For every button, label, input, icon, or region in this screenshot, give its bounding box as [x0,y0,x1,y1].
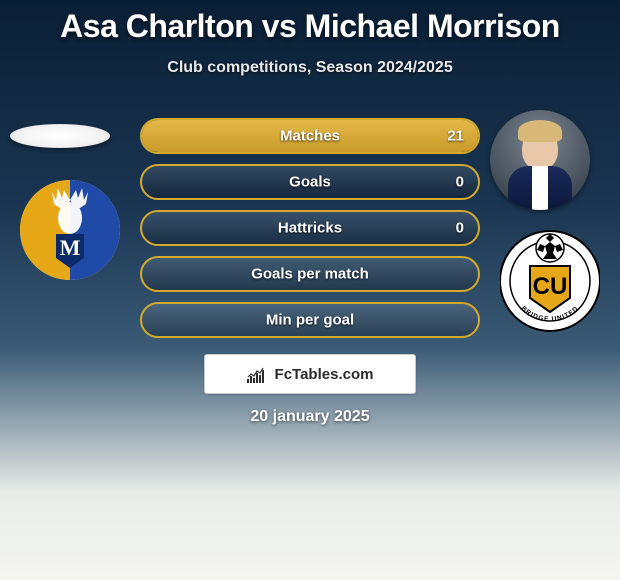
stat-label: Goals [142,174,478,191]
stat-value-right: 21 [447,128,464,145]
stat-label: Matches [142,128,478,145]
player-left-photo [10,124,110,148]
player-right-kit-stripe [532,166,548,210]
stats-container: Matches 21 Goals 0 Hattricks 0 Goals per… [140,118,480,348]
player-right-hair [518,120,562,142]
stat-row-matches: Matches 21 [140,118,480,154]
page-title: Asa Charlton vs Michael Morrison [0,0,620,45]
stat-row-min-per-goal: Min per goal [140,302,480,338]
stat-label: Goals per match [142,266,478,283]
stat-value-right: 0 [456,174,464,191]
stat-label: Min per goal [142,312,478,329]
player-right-photo [490,110,590,210]
brand-text: FcTables.com [275,366,374,383]
page-subtitle: Club competitions, Season 2024/2025 [0,59,620,77]
club-crest-right: BRIDGE UNITED CU [500,226,600,336]
svg-text:M: M [60,235,81,260]
date-label: 20 january 2025 [0,408,620,426]
stat-value-right: 0 [456,220,464,237]
club-crest-left: M [20,178,120,282]
stat-label: Hattricks [142,220,478,237]
stat-row-goals: Goals 0 [140,164,480,200]
bar-chart-icon [247,365,269,383]
brand-badge: FcTables.com [204,354,416,394]
svg-text:CU: CU [533,273,568,300]
stat-row-hattricks: Hattricks 0 [140,210,480,246]
stat-row-goals-per-match: Goals per match [140,256,480,292]
